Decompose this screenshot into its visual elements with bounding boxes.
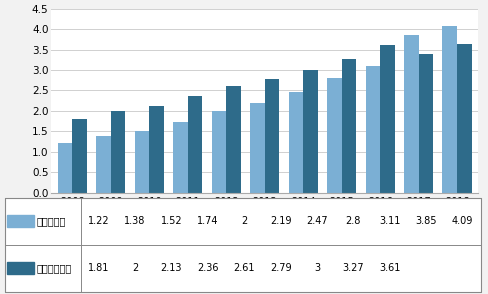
Text: 4.09: 4.09 bbox=[452, 216, 473, 226]
Bar bbox=[380, 45, 395, 193]
Bar bbox=[404, 35, 419, 193]
Bar bbox=[419, 54, 433, 193]
Text: 2.47: 2.47 bbox=[306, 216, 328, 226]
Text: 2.79: 2.79 bbox=[270, 263, 291, 273]
Text: 1.38: 1.38 bbox=[124, 216, 146, 226]
Text: 2.13: 2.13 bbox=[161, 263, 182, 273]
Text: 2: 2 bbox=[241, 216, 247, 226]
Text: 2.19: 2.19 bbox=[270, 216, 291, 226]
Bar bbox=[135, 131, 149, 193]
Bar bbox=[7, 262, 34, 274]
Bar bbox=[96, 136, 111, 193]
Bar bbox=[173, 121, 188, 193]
Bar bbox=[250, 103, 264, 193]
Text: 汽车：亿人: 汽车：亿人 bbox=[37, 216, 66, 226]
Bar bbox=[188, 96, 203, 193]
Bar bbox=[111, 111, 125, 193]
Bar bbox=[303, 70, 318, 193]
Text: 3.27: 3.27 bbox=[343, 263, 364, 273]
Bar bbox=[342, 59, 356, 193]
Text: 2.61: 2.61 bbox=[233, 263, 255, 273]
Text: 2.36: 2.36 bbox=[197, 263, 219, 273]
Bar bbox=[212, 111, 226, 193]
Text: 3.61: 3.61 bbox=[379, 263, 401, 273]
Text: 3.11: 3.11 bbox=[379, 216, 401, 226]
Bar bbox=[149, 106, 164, 193]
Text: 机动车：亿人: 机动车：亿人 bbox=[37, 263, 72, 273]
Bar bbox=[443, 26, 457, 193]
Text: 1.22: 1.22 bbox=[88, 216, 109, 226]
Bar bbox=[226, 86, 241, 193]
Text: 1.52: 1.52 bbox=[161, 216, 183, 226]
Bar bbox=[58, 143, 72, 193]
Bar bbox=[72, 119, 87, 193]
Text: 3.85: 3.85 bbox=[415, 216, 437, 226]
Text: 2: 2 bbox=[132, 263, 138, 273]
Text: 3: 3 bbox=[314, 263, 320, 273]
Text: 1.81: 1.81 bbox=[88, 263, 109, 273]
Bar bbox=[264, 79, 279, 193]
Bar bbox=[7, 216, 34, 227]
Text: 2.8: 2.8 bbox=[346, 216, 361, 226]
Bar bbox=[457, 44, 472, 193]
Bar bbox=[366, 66, 380, 193]
Bar bbox=[288, 92, 303, 193]
Bar bbox=[327, 78, 342, 193]
Text: 1.74: 1.74 bbox=[197, 216, 219, 226]
